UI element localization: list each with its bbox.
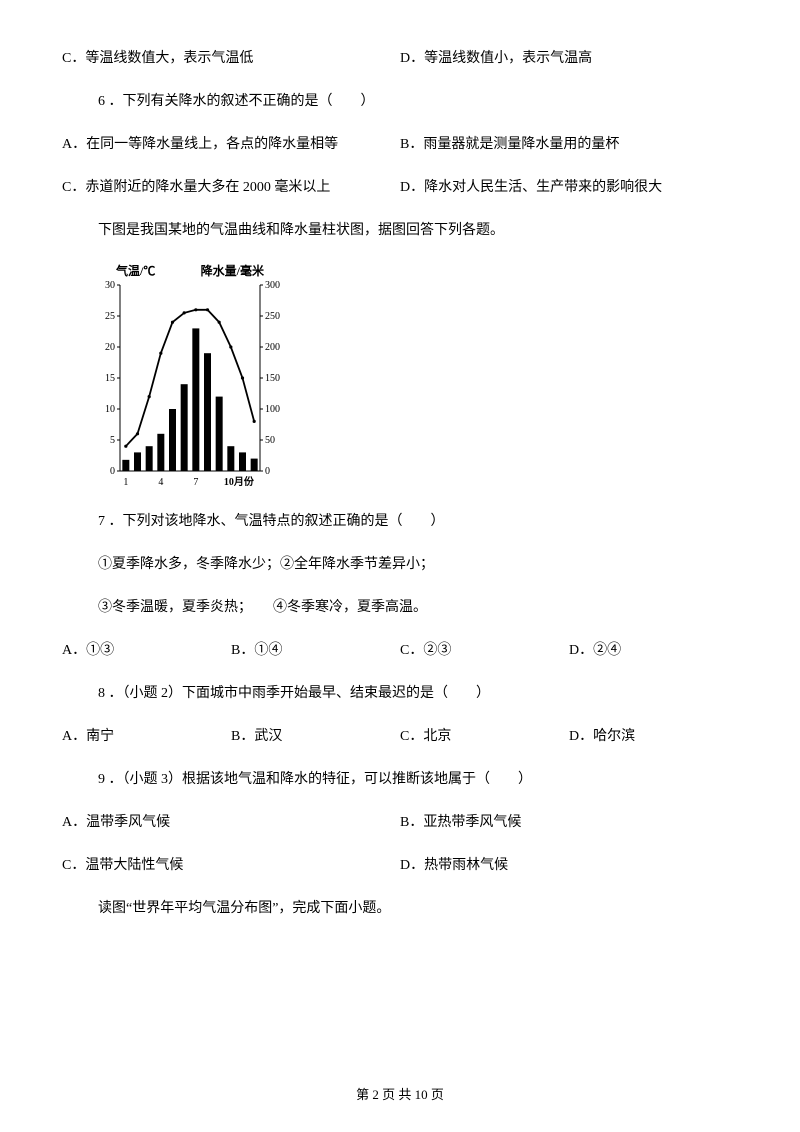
svg-text:20: 20 [105,342,115,353]
svg-text:15: 15 [105,373,115,384]
svg-text:气温/℃: 气温/℃ [115,263,155,278]
q6-options-cd: C．赤道附近的降水量大多在 2000 毫米以上 D．降水对人民生活、生产带来的影… [62,177,738,198]
q5-opt-d: D．等温线数值小，表示气温高 [400,48,738,69]
q9-opt-b: B．亚热带季风气候 [400,812,738,833]
svg-text:0: 0 [265,466,270,477]
q7-opt-a: A．①③ [62,640,231,661]
q6-opt-b: B．雨量器就是测量降水量用的量杯 [400,134,738,155]
q5-opt-c: C．等温线数值大，表示气温低 [62,48,400,69]
q8-opt-a: A．南宁 [62,726,231,747]
svg-text:100: 100 [265,404,280,415]
q8-opt-d: D．哈尔滨 [569,726,738,747]
svg-text:0: 0 [110,466,115,477]
q7-opt-d: D．②④ [569,640,738,661]
climate-chart: 气温/℃降水量/毫米051015202530050100150200250300… [90,263,290,493]
q7-opt-c: C．②③ [400,640,569,661]
svg-text:10月份: 10月份 [224,475,255,488]
svg-text:10: 10 [105,404,115,415]
svg-text:降水量/毫米: 降水量/毫米 [201,263,265,278]
q6-opt-c: C．赤道附近的降水量大多在 2000 毫米以上 [62,177,400,198]
q7-opt-b: B．①④ [231,640,400,661]
svg-text:30: 30 [105,280,115,291]
svg-text:200: 200 [265,342,280,353]
q10-intro: 读图“世界年平均气温分布图”，完成下面小题。 [62,898,738,919]
q5-options-cd: C．等温线数值大，表示气温低 D．等温线数值小，表示气温高 [62,48,738,69]
q6-stem: 6 ．下列有关降水的叙述不正确的是（ ） [62,91,738,112]
svg-text:1: 1 [123,477,128,488]
q8-options: A．南宁 B．武汉 C．北京 D．哈尔滨 [62,726,738,747]
q9-opt-c: C．温带大陆性气候 [62,855,400,876]
q8-opt-c: C．北京 [400,726,569,747]
q8-opt-b: B．武汉 [231,726,400,747]
svg-text:150: 150 [265,373,280,384]
q7-intro: 下图是我国某地的气温曲线和降水量柱状图，据图回答下列各题。 [62,220,738,241]
q6-opt-a: A．在同一等降水量线上，各点的降水量相等 [62,134,400,155]
svg-text:300: 300 [265,280,280,291]
q9-options-ab: A．温带季风气候 B．亚热带季风气候 [62,812,738,833]
climate-chart-svg: 气温/℃降水量/毫米051015202530050100150200250300… [90,263,290,493]
svg-text:50: 50 [265,435,275,446]
q9-stem: 9 ．（小题 3）根据该地气温和降水的特征，可以推断该地属于（ ） [62,769,738,790]
svg-text:5: 5 [110,435,115,446]
svg-text:4: 4 [158,477,163,488]
q7-stem: 7 ．下列对该地降水、气温特点的叙述正确的是（ ） [62,511,738,532]
q6-options-ab: A．在同一等降水量线上，各点的降水量相等 B．雨量器就是测量降水量用的量杯 [62,134,738,155]
svg-text:250: 250 [265,311,280,322]
q6-opt-d: D．降水对人民生活、生产带来的影响很大 [400,177,738,198]
q9-options-cd: C．温带大陆性气候 D．热带雨林气候 [62,855,738,876]
q7-line1: ①夏季降水多，冬季降水少；②全年降水季节差异小； [62,554,738,575]
q7-line2: ③冬季温暖，夏季炎热； ④冬季寒冷，夏季高温。 [62,597,738,618]
svg-text:25: 25 [105,311,115,322]
q7-options: A．①③ B．①④ C．②③ D．②④ [62,640,738,661]
svg-text:7: 7 [193,477,198,488]
page-footer: 第 2 页 共 10 页 [0,1085,800,1105]
q8-stem: 8 ．（小题 2）下面城市中雨季开始最早、结束最迟的是（ ） [62,683,738,704]
q9-opt-d: D．热带雨林气候 [400,855,738,876]
q9-opt-a: A．温带季风气候 [62,812,400,833]
